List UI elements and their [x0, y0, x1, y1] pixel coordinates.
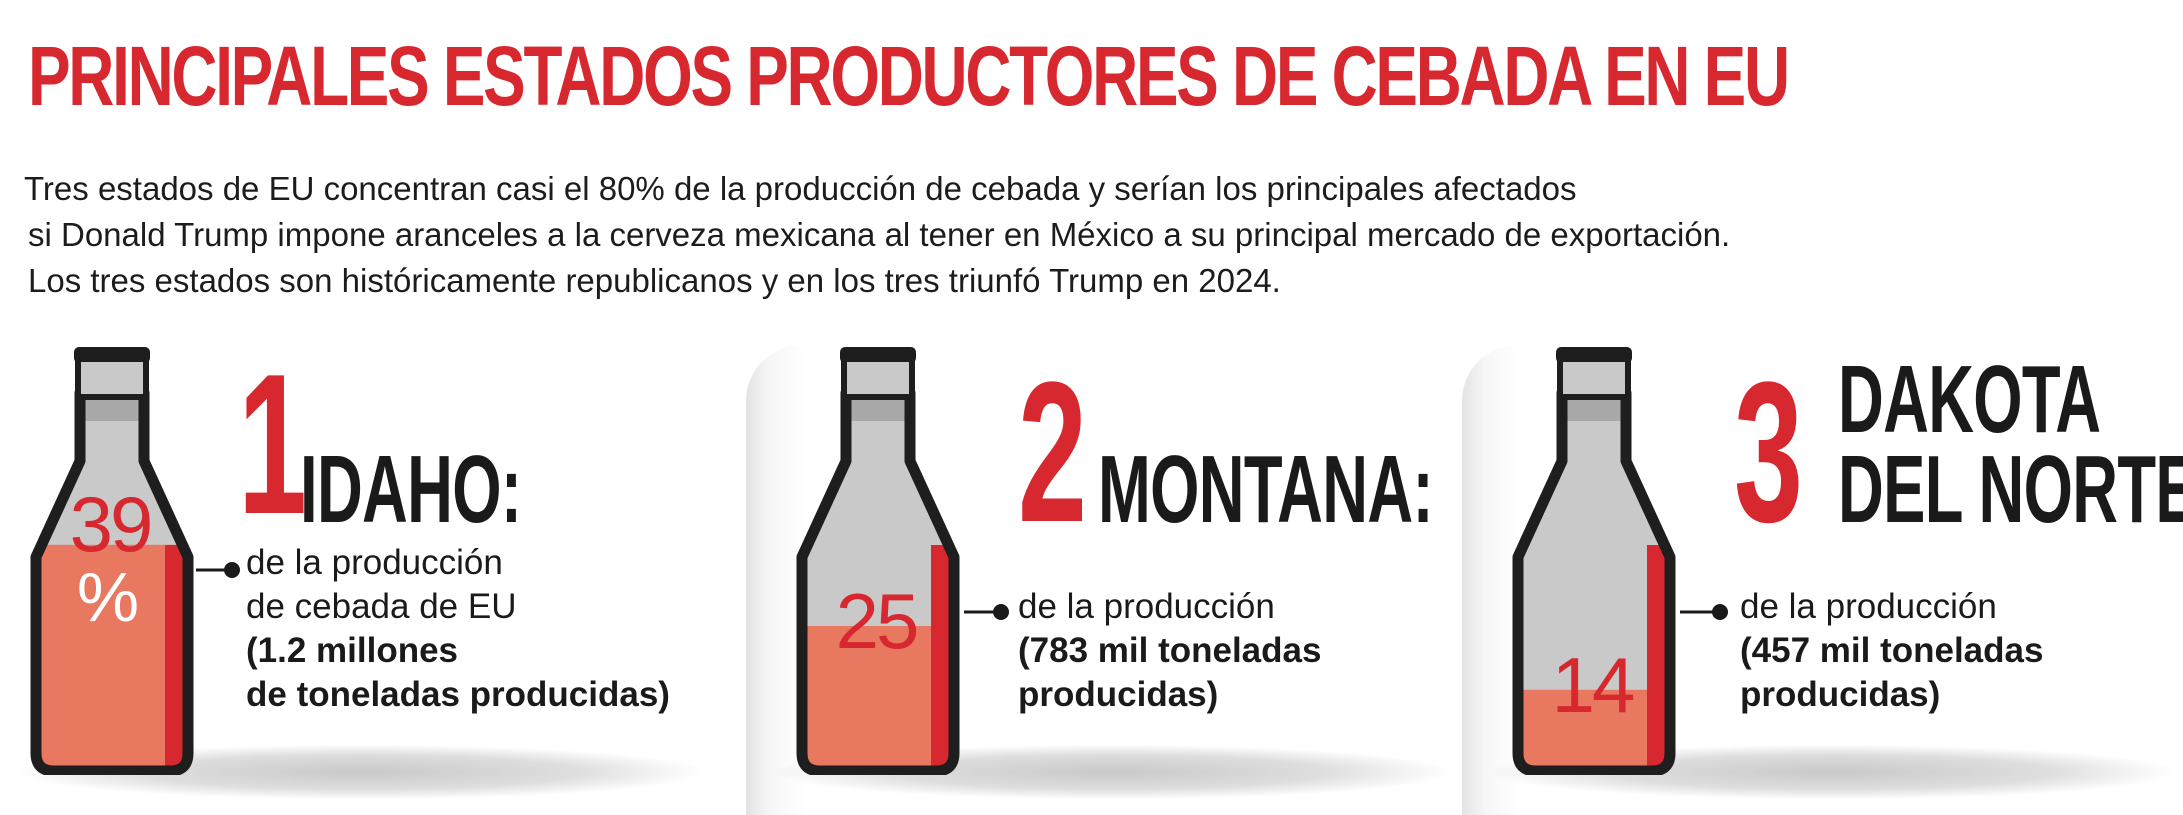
state-panel-dakota-del-norte: 14 3 DAKOTA DEL NORTE: de la producción … [1462, 345, 2183, 815]
leader-dot [1712, 604, 1728, 620]
detail-line: (457 mil toneladas [1740, 631, 2044, 670]
bottle-neck [75, 356, 149, 400]
state-name-line: DAKOTA [1838, 346, 2101, 453]
detail-line: producidas) [1018, 675, 1219, 714]
intro-line: si Donald Trump impone aranceles a la ce… [28, 216, 1731, 253]
detail-line: de toneladas producidas) [246, 675, 670, 714]
state-name: DAKOTA DEL NORTE: [1838, 346, 2183, 543]
bottle-highlight [931, 545, 954, 771]
state-description: de la producción de cebada de EU (1.2 mi… [246, 541, 670, 717]
leader-line [1680, 604, 1728, 620]
bottle-neck [1557, 356, 1631, 400]
fill-level-bar [802, 626, 954, 771]
state-name: MONTANA: [1098, 436, 1434, 543]
bottle-outline [1512, 387, 1676, 775]
rank-number: 2 [1018, 341, 1087, 564]
desc-line: de la producción [1740, 587, 1997, 626]
value-label: 39 [70, 480, 151, 568]
detail-line: (783 mil toneladas [1018, 631, 1322, 670]
beer-bottle-icon: 14 [1512, 347, 1676, 775]
intro-line: Tres estados de EU concentran casi el 80… [24, 170, 1577, 207]
state-name-line: MONTANA: [1098, 436, 1434, 543]
beer-bottle-icon: 39% [30, 347, 194, 775]
bottle-outline [796, 387, 960, 775]
detail-line: producidas) [1740, 675, 1941, 714]
bottle-outline [30, 387, 194, 775]
unit-label: % [77, 558, 139, 636]
bottle-highlight [165, 545, 188, 771]
state-description: de la producción (457 mil toneladas prod… [1740, 585, 2043, 717]
beer-bottle-icon: 25 [796, 347, 960, 775]
leader-dot [993, 604, 1009, 620]
leader-line [964, 604, 1009, 620]
state-name-line: DEL NORTE: [1838, 436, 2183, 543]
desc-line: de cebada de EU [246, 587, 517, 626]
state-name-line: IDAHO: [300, 436, 522, 543]
bottle-neck [841, 356, 915, 400]
bottle-glass [1518, 393, 1670, 771]
detail-line: (1.2 millones [246, 631, 459, 670]
bottle-highlight [1647, 545, 1670, 771]
page-title: PRINCIPALES ESTADOS PRODUCTORES DE CEBAD… [28, 29, 1790, 123]
leader-line [196, 562, 240, 578]
fill-level-bar [36, 544, 188, 771]
state-description: de la producción (783 mil toneladas prod… [1018, 585, 1321, 717]
value-label: 25 [836, 577, 917, 665]
state-panel-montana: 25 2 MONTANA: de la producción (783 mil … [746, 345, 1462, 815]
desc-line: de la producción [1018, 587, 1275, 626]
rank-number: 3 [1734, 341, 1803, 564]
fill-level-bar [1518, 689, 1670, 771]
leader-dot [224, 562, 240, 578]
rank-number: 1 [238, 333, 307, 556]
state-name: IDAHO: [300, 436, 522, 543]
value-label: 14 [1552, 641, 1634, 729]
intro-line: Los tres estados son históricamente repu… [28, 262, 1281, 299]
desc-line: de la producción [246, 543, 503, 582]
intro-text: Tres estados de EU concentran casi el 80… [24, 166, 2084, 304]
state-panel-idaho: 39% 1 IDAHO: de la producción de cebada … [0, 345, 740, 815]
